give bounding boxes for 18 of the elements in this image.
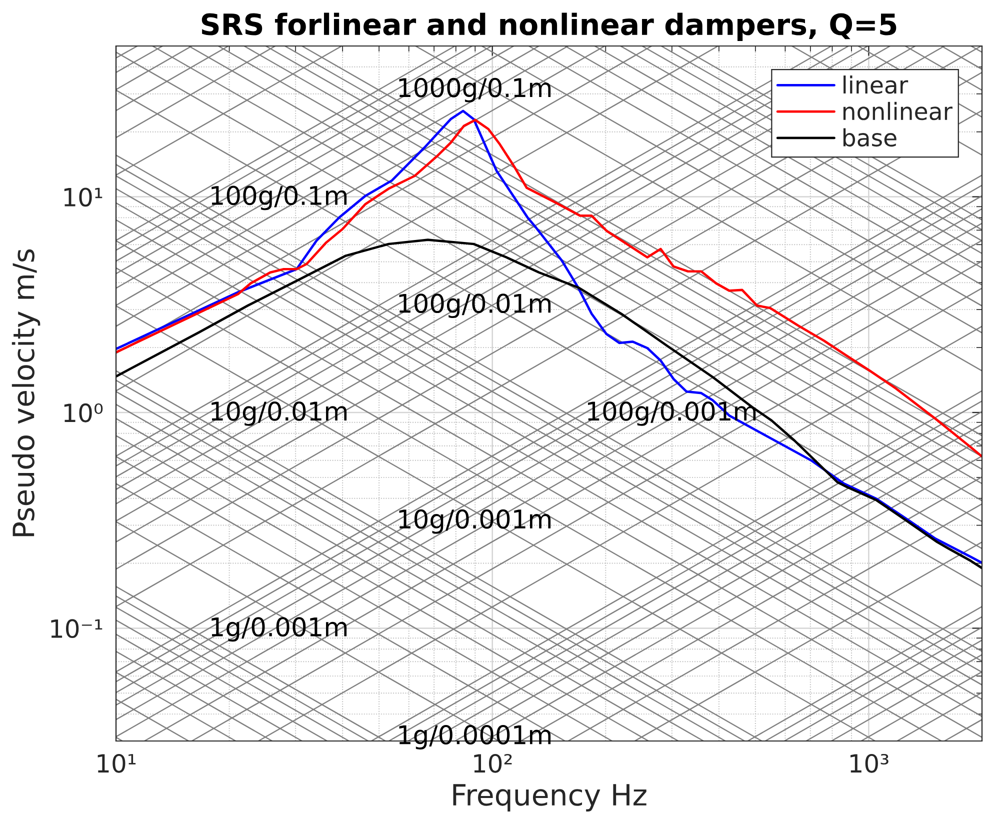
y-tick-label: 10¹ xyxy=(64,188,102,207)
y-tick-label: 10⁻¹ xyxy=(51,619,102,638)
y-axis-title: Pseudo velocity m/s xyxy=(12,249,40,536)
legend-label: linear xyxy=(844,76,908,94)
annotation: 10g/0.001m xyxy=(399,509,551,534)
chart-title: SRS forlinear and nonlinear dampers, Q=5 xyxy=(202,12,896,41)
annotation: 1g/0.001m xyxy=(212,617,347,642)
legend-label: nonlinear xyxy=(843,102,952,120)
annotation: 100g/0.1m xyxy=(212,186,347,210)
x-tick-label: 10¹ xyxy=(98,754,136,773)
y-tick-label: 10⁰ xyxy=(64,403,103,422)
annotation: 1000g/0.1m xyxy=(399,78,551,102)
annotation: 100g/0.01m xyxy=(399,294,551,318)
legend-label: base xyxy=(843,128,896,147)
x-tick-label: 10³ xyxy=(850,754,888,773)
annotation: 10g/0.01m xyxy=(212,401,347,426)
x-axis-title: Frequency Hz xyxy=(453,784,646,812)
x-tick-label: 10² xyxy=(474,754,512,773)
